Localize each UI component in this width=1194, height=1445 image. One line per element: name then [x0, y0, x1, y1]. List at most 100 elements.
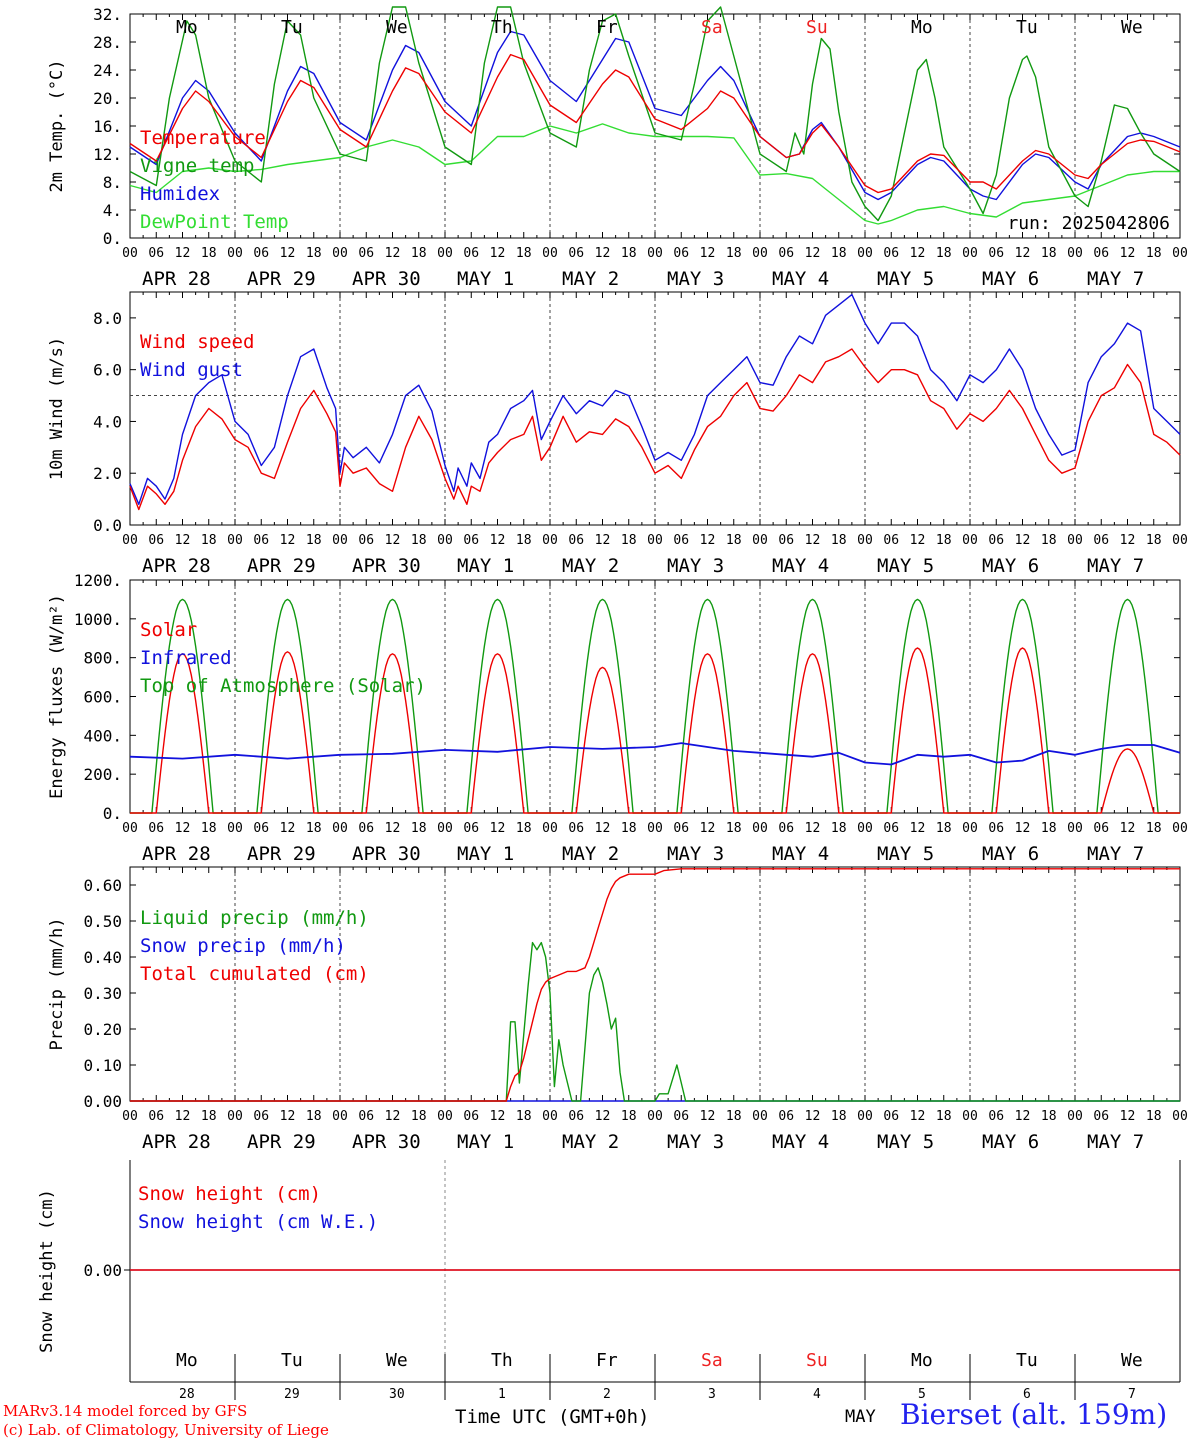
x-tick-label: 18 [306, 533, 322, 548]
x-tick-label: 12 [1120, 821, 1136, 836]
x-tick-label: 12 [385, 246, 401, 261]
x-tick-label: 18 [516, 821, 532, 836]
x-tick-label: 18 [1146, 1109, 1162, 1124]
y-tick-label: 200. [83, 765, 122, 784]
x-tick-label: 18 [726, 246, 742, 261]
date-label: MAY 7 [1087, 555, 1144, 577]
date-label: MAY 2 [562, 268, 619, 290]
date-label: APR 28 [142, 1131, 211, 1153]
x-tick-label: 18 [306, 1109, 322, 1124]
legend-entry: Infrared [140, 647, 232, 669]
x-tick-label: 06 [148, 1109, 164, 1124]
x-tick-label: 12 [700, 821, 716, 836]
day-name: Mo [911, 17, 933, 38]
legend-entry: Temperature [140, 127, 266, 149]
date-label: MAY 1 [457, 555, 514, 577]
y-tick-label: 20. [93, 89, 122, 108]
date-label: APR 29 [247, 1131, 316, 1153]
x-tick-label: 00 [227, 246, 243, 261]
legend-entry: DewPoint Temp [140, 211, 289, 233]
date-label: MAY 5 [877, 268, 934, 290]
date-label: APR 30 [352, 268, 421, 290]
x-tick-label: 00 [857, 533, 873, 548]
x-tick-label: 00 [122, 533, 138, 548]
x-tick-label: 18 [411, 1109, 427, 1124]
x-tick-label: 18 [306, 821, 322, 836]
day-name-bottom: Fr [596, 1350, 618, 1371]
x-tick-label: 12 [805, 533, 821, 548]
y-tick-label: 1200. [74, 571, 122, 590]
day-number: 3 [708, 1387, 716, 1402]
x-tick-label: 18 [726, 1109, 742, 1124]
x-tick-label: 06 [463, 246, 479, 261]
x-tick-label: 18 [621, 1109, 637, 1124]
day-name-bottom: Th [491, 1350, 513, 1371]
x-tick-label: 18 [936, 533, 952, 548]
date-label: MAY 5 [877, 555, 934, 577]
x-tick-label: 00 [1172, 1109, 1188, 1124]
day-name: Th [491, 17, 513, 38]
day-name-bottom: Tu [1016, 1350, 1038, 1371]
x-tick-label: 06 [1093, 1109, 1109, 1124]
y-tick-label: 0.00 [83, 1261, 122, 1280]
series-wind-speed-line [129, 348, 1181, 511]
date-label: MAY 2 [562, 555, 619, 577]
y-tick-label: 0.30 [83, 984, 122, 1003]
day-number: 1 [498, 1387, 506, 1402]
date-label: APR 28 [142, 268, 211, 290]
y-tick-label: 4.0 [93, 412, 122, 431]
legend-entry: Snow height (cm W.E.) [138, 1211, 378, 1233]
date-label: MAY 6 [982, 268, 1039, 290]
x-tick-label: 12 [1015, 246, 1031, 261]
x-tick-label: 00 [227, 821, 243, 836]
x-tick-label: 06 [253, 533, 269, 548]
date-label: MAY 1 [457, 1131, 514, 1153]
x-tick-label: 18 [621, 246, 637, 261]
x-tick-label: 00 [857, 1109, 873, 1124]
x-tick-label: 18 [201, 821, 217, 836]
x-tick-label: 12 [910, 821, 926, 836]
legend-entry: Snow precip (mm/h) [140, 935, 346, 957]
day-name: Tu [1016, 17, 1038, 38]
date-label: APR 29 [247, 555, 316, 577]
x-tick-label: 12 [280, 1109, 296, 1124]
y-tick-label: 0.20 [83, 1020, 122, 1039]
x-axis-title: Time UTC (GMT+0h) [455, 1406, 650, 1428]
x-tick-label: 06 [778, 1109, 794, 1124]
x-tick-label: 00 [437, 246, 453, 261]
day-name: Fr [596, 17, 618, 38]
x-tick-label: 00 [962, 246, 978, 261]
x-tick-label: 18 [831, 533, 847, 548]
series-total-cumulated-line [130, 868, 1180, 1102]
y-tick-label: 600. [83, 688, 122, 707]
legend-entry: Wind speed [140, 331, 254, 353]
y-tick-label: 2.0 [93, 464, 122, 483]
day-name-bottom: We [386, 1350, 408, 1371]
date-label: MAY 5 [877, 843, 934, 865]
x-tick-label: 12 [490, 246, 506, 261]
x-tick-label: 06 [673, 821, 689, 836]
x-tick-label: 06 [358, 533, 374, 548]
x-tick-label: 18 [621, 821, 637, 836]
day-name-bottom: Sa [701, 1350, 723, 1371]
legend-entry: Wind gust [140, 359, 243, 381]
x-tick-label: 18 [831, 821, 847, 836]
x-tick-label: 00 [752, 246, 768, 261]
y-tick-label: 32. [93, 5, 122, 24]
y-tick-label: 24. [93, 61, 122, 80]
x-tick-label: 12 [595, 246, 611, 261]
x-tick-label: 00 [542, 821, 558, 836]
x-tick-label: 06 [778, 533, 794, 548]
x-tick-label: 12 [1120, 1109, 1136, 1124]
series-dewpoint-temp-line [129, 123, 1180, 225]
x-tick-label: 18 [201, 533, 217, 548]
x-tick-label: 18 [201, 1109, 217, 1124]
x-tick-label: 00 [437, 821, 453, 836]
x-tick-label: 12 [490, 533, 506, 548]
x-tick-label: 00 [332, 1109, 348, 1124]
x-tick-label: 00 [962, 533, 978, 548]
y-tick-label: 12. [93, 145, 122, 164]
x-tick-label: 12 [700, 246, 716, 261]
date-label: MAY 4 [772, 843, 829, 865]
